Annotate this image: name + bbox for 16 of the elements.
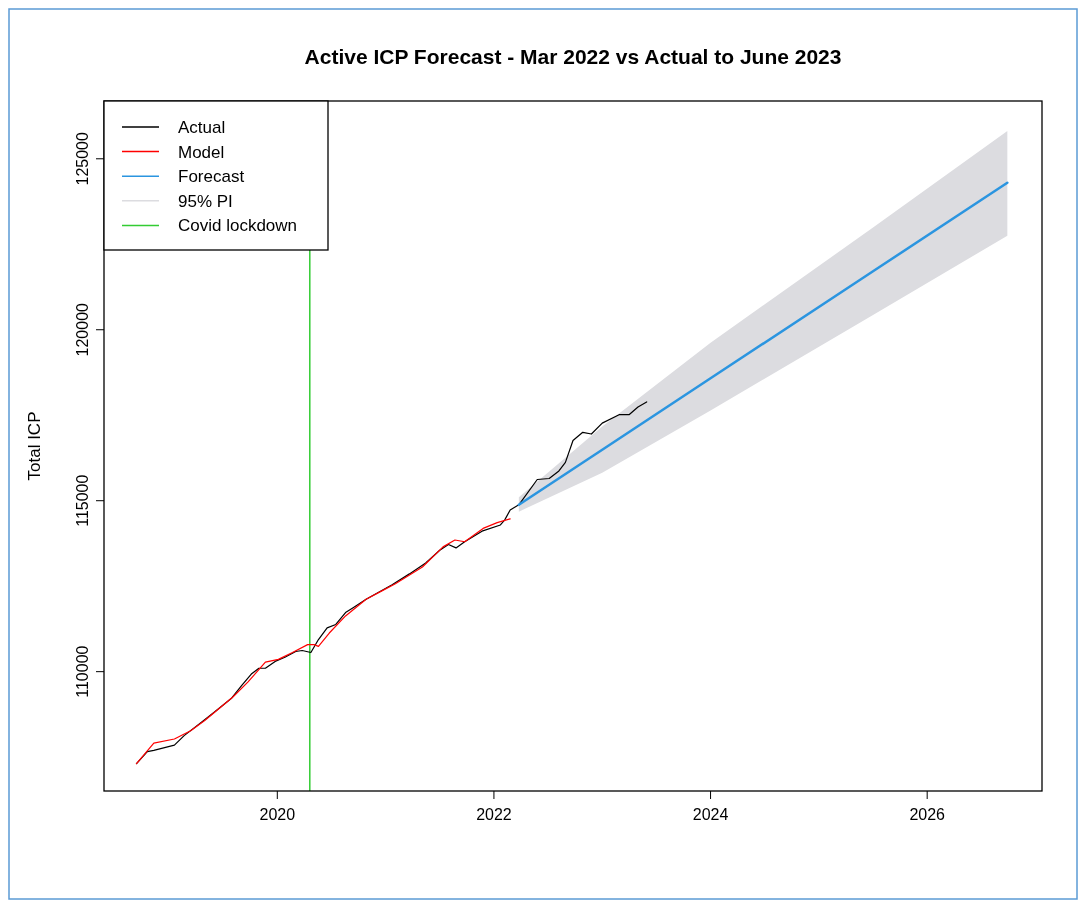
x-tick-label: 2020 — [259, 806, 296, 823]
y-tick-label: 120000 — [74, 302, 91, 357]
y-axis-title: Total ICP — [25, 411, 44, 481]
chart-title: Active ICP Forecast - Mar 2022 vs Actual to June 2023 — [304, 45, 842, 68]
x-tick-label: 2024 — [692, 806, 729, 823]
legend-label: Actual — [178, 118, 226, 137]
y-tick-label: 110000 — [74, 645, 91, 698]
legend-label: Model — [178, 142, 225, 162]
line-series — [135, 518, 511, 765]
x-tick-label: 2026 — [909, 806, 946, 823]
ref-line-label: Covid lockdown — [178, 216, 298, 236]
y-tick-label: 125000 — [74, 131, 91, 186]
x-tick-label: 2022 — [476, 806, 512, 823]
y-tick-label: 115000 — [74, 474, 91, 527]
annotation: 95% PI — [178, 191, 233, 211]
legend-label: Forecast — [178, 167, 245, 187]
